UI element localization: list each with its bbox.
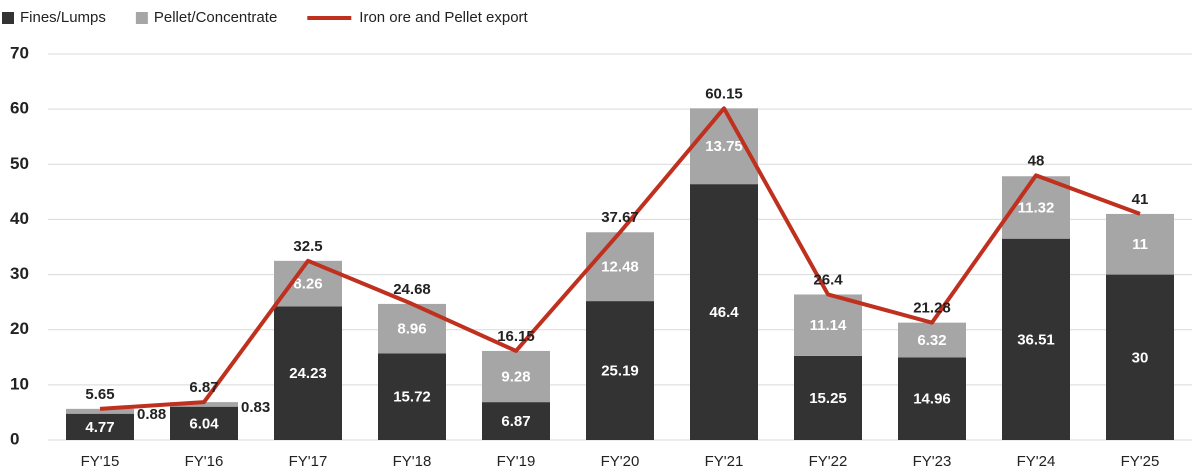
bar-segment [794, 294, 862, 356]
bar-segment [586, 301, 654, 440]
data-label: 11 [1132, 236, 1148, 253]
legend-swatch [2, 12, 14, 24]
y-tick-label: 30 [10, 264, 29, 283]
bar-segment [482, 402, 550, 440]
legend-label: Iron ore and Pellet export [359, 9, 528, 26]
data-label: 0.83 [241, 399, 270, 416]
data-label: 13.75 [705, 138, 743, 155]
data-label: 4.77 [85, 419, 114, 436]
data-label: 60.15 [705, 85, 743, 102]
x-tick-label: FY'18 [393, 453, 432, 470]
bar-segment [586, 232, 654, 302]
bar-segment [66, 408, 134, 414]
x-tick-label: FY'23 [913, 453, 952, 470]
y-tick-label: 70 [10, 43, 29, 62]
bar-segment [1106, 213, 1174, 275]
data-label: 24.23 [289, 365, 327, 382]
data-label: 37.67 [601, 209, 639, 226]
legend-label: Fines/Lumps [20, 9, 106, 26]
data-label: 8.96 [397, 321, 426, 338]
data-label: 36.51 [1017, 331, 1055, 348]
legend-swatch [135, 12, 148, 24]
x-tick-label: FY'24 [1017, 453, 1056, 470]
data-label: 46.4 [709, 304, 739, 321]
bar-segment [66, 413, 134, 440]
bar-segment [482, 350, 550, 403]
data-label: 5.65 [85, 386, 114, 403]
y-tick-label: 0 [10, 429, 19, 448]
data-label: 0.88 [137, 406, 166, 423]
y-tick-label: 20 [10, 319, 29, 338]
bar-segment [170, 406, 238, 440]
data-label: 6.04 [189, 415, 219, 432]
y-tick-label: 60 [10, 99, 29, 118]
data-label: 26.4 [813, 271, 843, 288]
data-label: 41 [1132, 191, 1149, 208]
x-tick-label: FY'22 [809, 453, 848, 470]
y-tick-label: 10 [10, 374, 29, 393]
x-tick-label: FY'16 [185, 453, 224, 470]
data-label: 11.32 [1018, 199, 1055, 216]
data-label: 21.28 [913, 300, 951, 317]
bar-segment [898, 322, 966, 358]
y-tick-label: 50 [10, 154, 29, 173]
data-label: 12.48 [601, 259, 639, 276]
x-tick-label: FY'17 [289, 453, 328, 470]
data-label: 48 [1028, 152, 1045, 169]
x-tick-label: FY'25 [1121, 453, 1160, 470]
data-label: 6.32 [917, 332, 946, 349]
x-tick-label: FY'20 [601, 453, 640, 470]
data-label: 6.87 [189, 379, 218, 396]
data-label: 30 [1132, 349, 1149, 366]
data-label: 8.26 [293, 276, 322, 293]
data-label: 14.96 [913, 391, 951, 408]
bar-segment [1002, 238, 1070, 440]
data-label: 24.68 [393, 281, 431, 298]
data-label: 15.72 [393, 389, 431, 406]
bar-segment [170, 402, 238, 407]
data-label: 25.19 [601, 363, 639, 380]
x-tick-label: FY'21 [705, 453, 744, 470]
bar-segment [898, 357, 966, 440]
data-label: 32.5 [293, 238, 322, 255]
data-label: 9.28 [501, 368, 530, 385]
bar-segment [690, 184, 758, 440]
x-tick-label: FY'19 [497, 453, 536, 470]
line-series [99, 106, 1141, 411]
data-label: 16.15 [497, 328, 535, 345]
x-tick-label: FY'15 [81, 453, 120, 470]
bar-segment [794, 355, 862, 440]
data-label: 6.87 [501, 413, 530, 430]
data-label: 15.25 [809, 390, 847, 407]
bar-segment [274, 306, 342, 440]
bar-segment [378, 353, 446, 440]
y-tick-label: 40 [10, 209, 29, 228]
bar-segment [1106, 274, 1174, 440]
data-label: 11.14 [810, 317, 847, 334]
legend-label: Pellet/Concentrate [154, 9, 277, 26]
